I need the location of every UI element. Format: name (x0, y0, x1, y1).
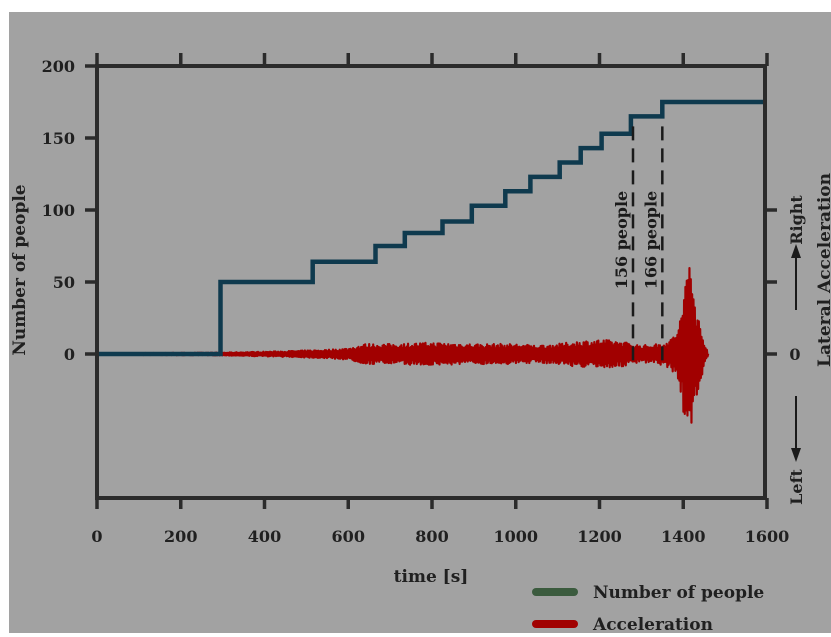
y2-zero-label: 0 (789, 345, 800, 364)
x-tick-label: 600 (332, 527, 365, 546)
people-layer (97, 99, 767, 357)
x-tick-label: 400 (248, 527, 281, 546)
x-tick-label: 0 (91, 527, 102, 546)
x-tick-label: 1600 (745, 527, 790, 546)
annotation-label: 156 people (612, 191, 631, 289)
legend-label-acceleration: Acceleration (592, 615, 713, 633)
x-tick-label: 1200 (577, 527, 622, 546)
left-arrowhead (791, 448, 801, 462)
legend: Number of people Acceleration (532, 583, 764, 635)
right-direction-indicator: Right (787, 195, 806, 310)
y-tick-label: 0 (64, 345, 75, 364)
y2-axis-label: Lateral Acceleration (815, 173, 831, 367)
y-tick-label: 200 (42, 57, 75, 76)
x-tick-label: 200 (164, 527, 197, 546)
left-direction-indicator: Left (787, 396, 806, 505)
y-tick-label: 100 (42, 201, 75, 220)
left-label: Left (787, 469, 806, 505)
y-tick-label: 150 (42, 129, 75, 148)
people-series-line (97, 99, 767, 357)
annotation-layer: 156 people 166 people (612, 126, 664, 369)
y-tick-label: 50 (53, 273, 75, 292)
right-label: Right (787, 195, 806, 245)
x-tick-label: 800 (415, 527, 448, 546)
annotation-label: 166 people (641, 191, 660, 289)
x-axis-label: time [s] (394, 567, 469, 587)
legend-entry-people: Number of people (532, 583, 764, 603)
x-tick-label: 1000 (493, 527, 538, 546)
right-arrowhead (791, 244, 801, 258)
legend-label-people: Number of people (593, 583, 764, 603)
x-tick-label: 1400 (661, 527, 706, 546)
legend-entry-acceleration: Acceleration (532, 615, 713, 635)
y-axis-label: Number of people (10, 184, 30, 355)
tick-layer: 0 200 400 600 800 1000 1200 1400 1600 0 50 100 150 20… (42, 53, 790, 546)
